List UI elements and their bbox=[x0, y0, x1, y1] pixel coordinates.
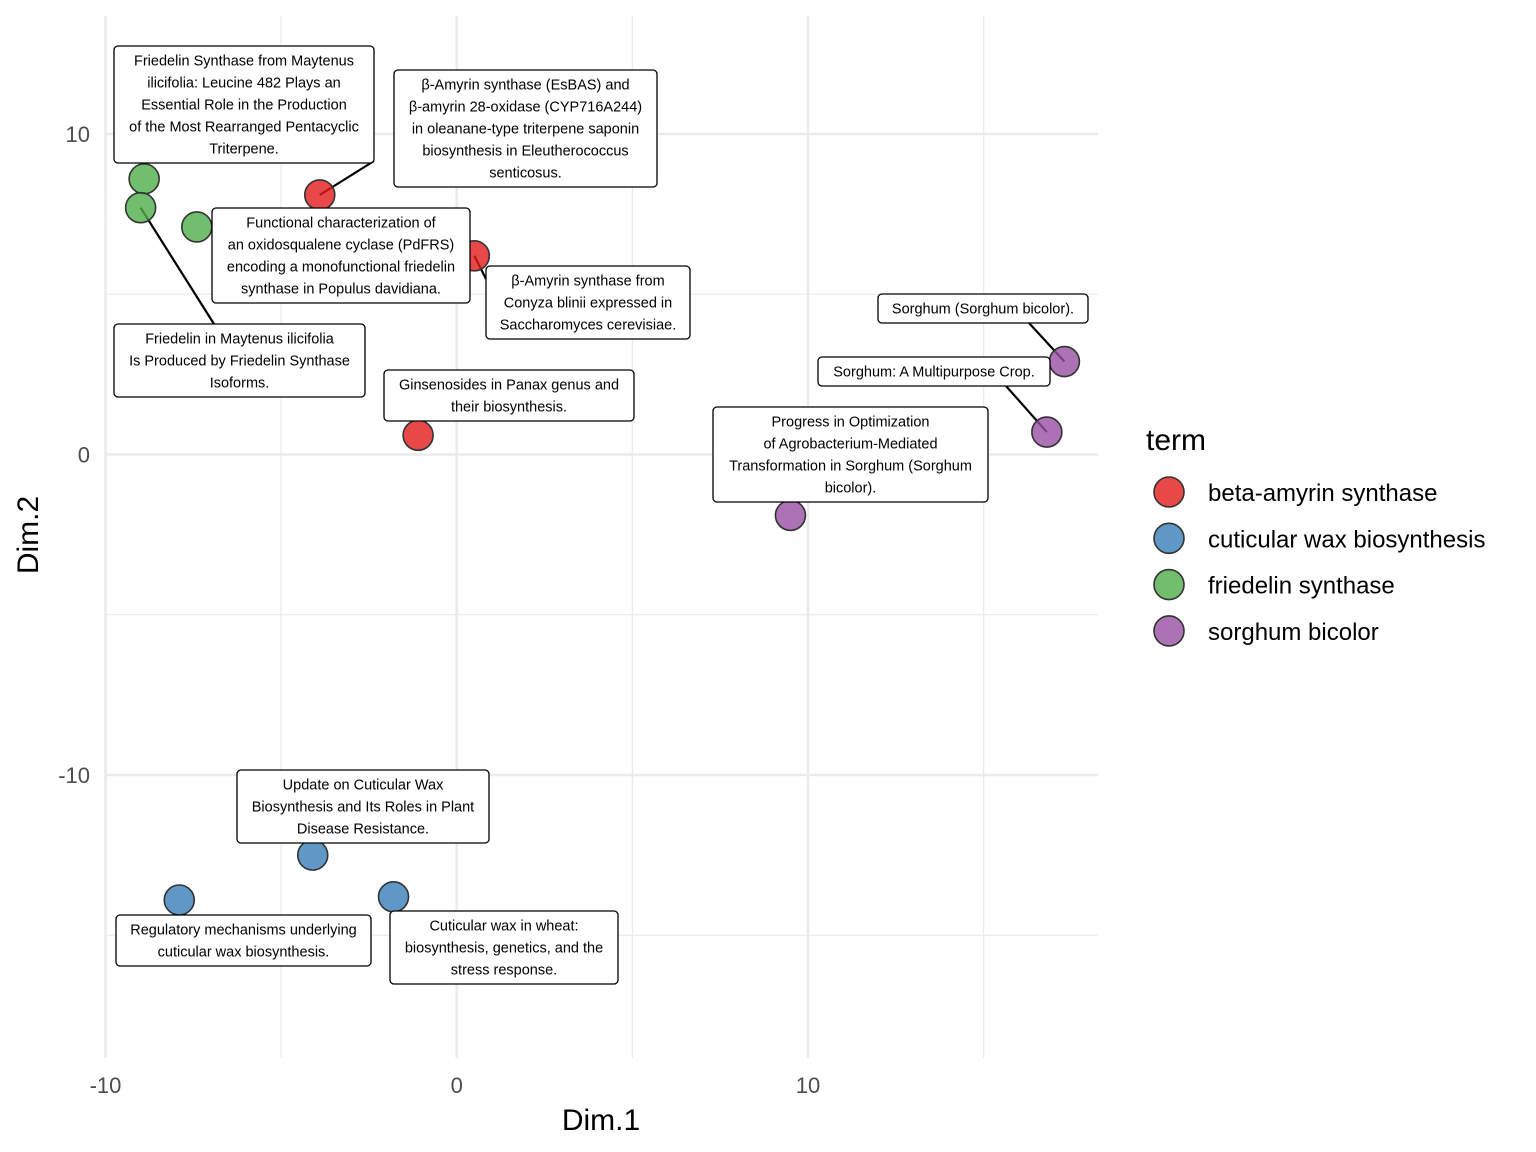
legend: term beta-amyrin synthase cuticular wax b… bbox=[1146, 424, 1485, 647]
point-label-line: ilicifolia: Leucine 482 Plays an bbox=[147, 76, 340, 92]
point-label: Cuticular wax in wheat: biosynthesis, gen… bbox=[389, 910, 619, 985]
x-tick-label: 0 bbox=[451, 1073, 463, 1098]
point-label-line: in oleanane-type triterpene saponin bbox=[412, 122, 639, 138]
point-label-line: Regulatory mechanisms underlying bbox=[130, 923, 356, 939]
point-label-line: of the Most Rearranged Pentacyclic bbox=[129, 120, 359, 136]
point-label-line: their biosynthesis. bbox=[451, 400, 567, 416]
x-tick-label: 10 bbox=[796, 1073, 820, 1098]
point-label: β-Amyrin synthase from Conyza blinii expr… bbox=[485, 265, 691, 340]
point-label-line: Friedelin in Maytenus ilicifolia bbox=[145, 332, 335, 348]
point-label-line: Saccharomyces cerevisiae. bbox=[500, 318, 677, 334]
point-label-box bbox=[383, 369, 635, 422]
point-label-line: β-Amyrin synthase (EsBAS) and bbox=[421, 78, 629, 94]
legend-title: term bbox=[1146, 424, 1206, 457]
point-label-box bbox=[115, 914, 372, 967]
point-label-line: Biosynthesis and Its Roles in Plant bbox=[252, 800, 474, 816]
legend-entry-label: cuticular wax biosynthesis bbox=[1208, 526, 1485, 553]
point-label-line: β-Amyrin synthase from bbox=[511, 274, 664, 290]
point-label-line: Functional characterization of bbox=[246, 216, 436, 232]
point-label-line: of Agrobacterium-Mediated bbox=[763, 437, 937, 453]
data-point bbox=[774, 499, 807, 532]
point-label-line: Ginsenosides in Panax genus and bbox=[399, 378, 619, 394]
point-label-line: Triterpene. bbox=[209, 142, 279, 158]
point-label-line: Isoforms. bbox=[210, 376, 270, 392]
point-labels: β-Amyrin synthase (EsBAS) and β-amyrin 28… bbox=[113, 45, 1089, 985]
x-axis-title: Dim.1 bbox=[562, 1104, 640, 1137]
point-label-line: stress response. bbox=[451, 963, 557, 979]
point-label-box bbox=[712, 406, 989, 503]
point-label: Progress in Optimization of Agrobacterium… bbox=[712, 406, 989, 503]
point-label-line: Disease Resistance. bbox=[297, 822, 429, 838]
point-label-line: an oxidosqualene cyclase (PdFRS) bbox=[228, 238, 454, 254]
point-label-line: Conyza blinii expressed in bbox=[504, 296, 672, 312]
point-label-box bbox=[877, 293, 1089, 324]
point-label-line: Update on Cuticular Wax bbox=[283, 778, 444, 794]
point-label-line: synthase in Populus davidiana. bbox=[241, 282, 441, 298]
y-tick-label: -10 bbox=[58, 763, 90, 788]
point-label-box bbox=[113, 323, 366, 398]
data-point bbox=[163, 884, 196, 916]
point-label-box bbox=[393, 69, 658, 188]
point-label-line: Progress in Optimization bbox=[772, 415, 930, 431]
data-point bbox=[1031, 416, 1063, 448]
point-label-line: Is Produced by Friedelin Synthase bbox=[129, 354, 350, 370]
point-label-box bbox=[485, 265, 691, 340]
point-label: β-Amyrin synthase (EsBAS) and β-amyrin 28… bbox=[393, 69, 658, 188]
y-axis-title: Dim.2 bbox=[12, 496, 45, 574]
point-label: Friedelin Synthase from Maytenus ilicifol… bbox=[113, 45, 375, 164]
point-label-box bbox=[113, 45, 375, 164]
legend-swatch bbox=[1153, 568, 1185, 601]
data-point bbox=[124, 191, 157, 224]
point-label-box bbox=[817, 356, 1051, 387]
point-label: Friedelin in Maytenus ilicifolia Is Produ… bbox=[113, 323, 366, 398]
y-tick-label: 10 bbox=[66, 122, 90, 147]
legend-swatch bbox=[1153, 615, 1185, 647]
legend-entry-label: beta-amyrin synthase bbox=[1208, 480, 1437, 507]
data-point bbox=[377, 880, 410, 913]
point-label-box bbox=[236, 769, 490, 844]
x-tick-label: -10 bbox=[90, 1073, 122, 1098]
point-label-line: biosynthesis in Eleutherococcus bbox=[422, 144, 628, 160]
point-label: Sorghum: A Multipurpose Crop. bbox=[817, 356, 1051, 387]
point-label-line: Cuticular wax in wheat: bbox=[429, 919, 578, 935]
point-label-line: Friedelin Synthase from Maytenus bbox=[134, 54, 354, 70]
data-point bbox=[1048, 345, 1081, 378]
point-label-line: biosynthesis, genetics, and the bbox=[405, 941, 603, 957]
data-point bbox=[303, 179, 336, 211]
data-point bbox=[181, 211, 213, 243]
point-label-box bbox=[389, 910, 619, 985]
legend-swatch bbox=[1153, 476, 1185, 508]
point-label-line: β-amyrin 28-oxidase (CYP716A244) bbox=[409, 100, 642, 116]
label-leader-line bbox=[139, 207, 215, 325]
y-axis-ticks: -10 0 10 bbox=[58, 122, 90, 788]
data-points bbox=[124, 163, 1081, 916]
x-axis-ticks: -10 0 10 bbox=[90, 1073, 821, 1098]
point-label-line: Sorghum (Sorghum bicolor). bbox=[892, 302, 1074, 318]
point-label-box bbox=[211, 207, 471, 304]
legend-entry-label: sorghum bicolor bbox=[1208, 619, 1379, 646]
data-point bbox=[296, 839, 329, 871]
data-point bbox=[128, 163, 160, 195]
point-label-line: encoding a monofunctional friedelin bbox=[227, 260, 455, 276]
point-label: Functional characterization of an oxidosq… bbox=[211, 207, 471, 304]
point-label-line: Transformation in Sorghum (Sorghum bbox=[729, 459, 972, 475]
point-label-line: Essential Role in the Production bbox=[141, 98, 347, 114]
point-label-line: senticosus. bbox=[489, 166, 562, 182]
point-label: Regulatory mechanisms underlying cuticula… bbox=[115, 914, 372, 967]
legend-entry-label: friedelin synthase bbox=[1208, 573, 1395, 600]
y-tick-label: 0 bbox=[78, 443, 90, 468]
data-point bbox=[402, 419, 434, 452]
point-label: Ginsenosides in Panax genus and their bio… bbox=[383, 369, 635, 422]
point-label-line: Sorghum: A Multipurpose Crop. bbox=[833, 365, 1035, 381]
point-label-line: bicolor). bbox=[825, 481, 877, 497]
point-label-line: cuticular wax biosynthesis. bbox=[158, 945, 330, 961]
point-label: Update on Cuticular Wax Biosynthesis and … bbox=[236, 769, 490, 844]
point-label: Sorghum (Sorghum bicolor). bbox=[877, 293, 1089, 324]
legend-swatch bbox=[1153, 522, 1185, 555]
